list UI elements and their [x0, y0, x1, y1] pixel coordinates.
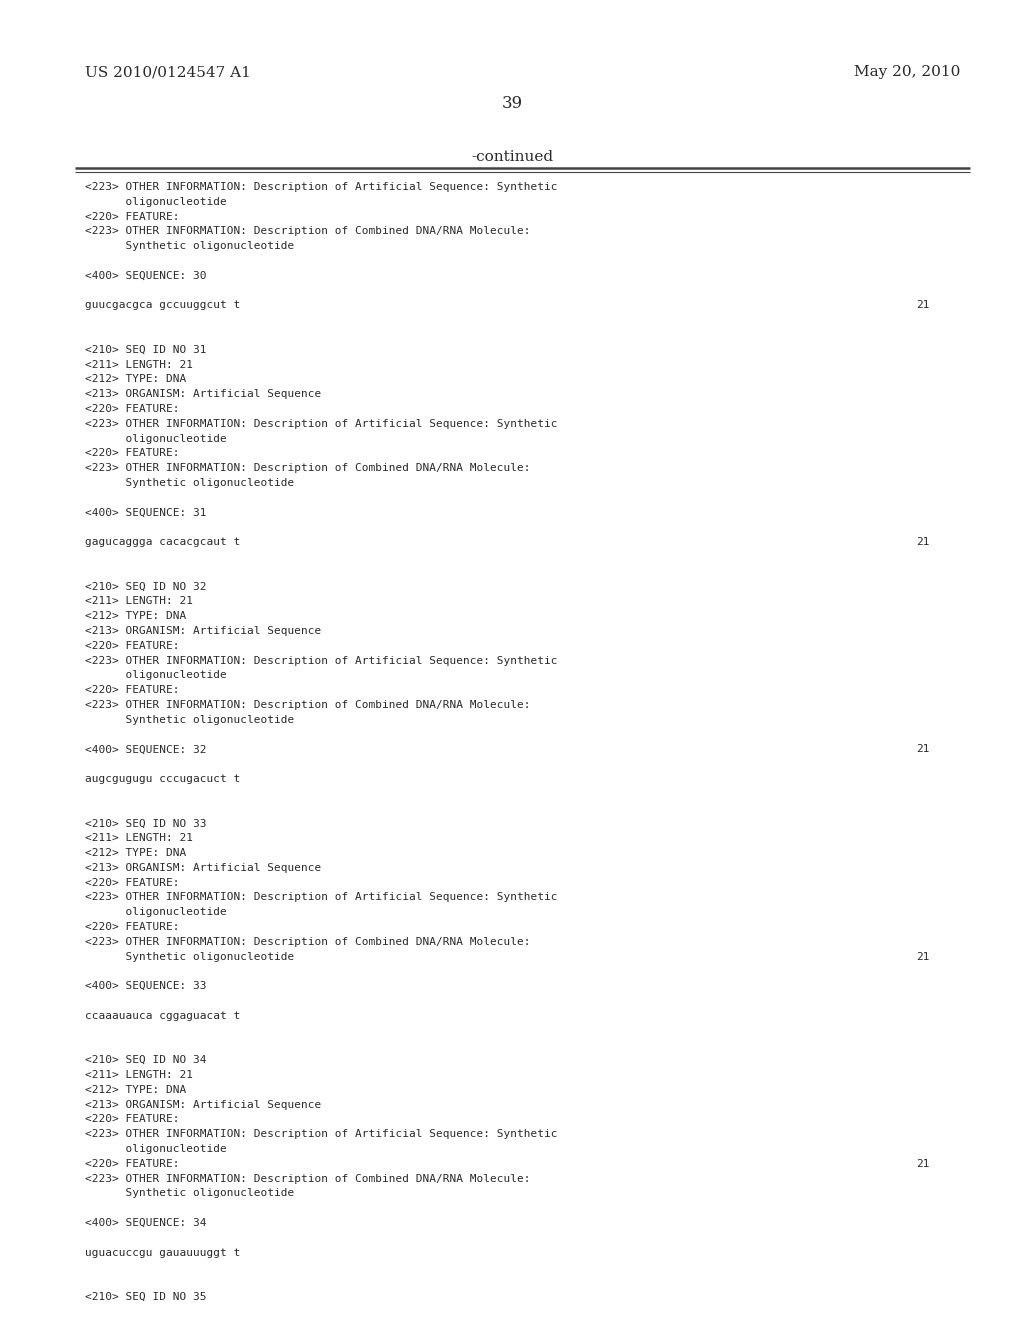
Text: <220> FEATURE:: <220> FEATURE:	[85, 1159, 179, 1168]
Text: gagucaggga cacacgcaut t: gagucaggga cacacgcaut t	[85, 537, 241, 548]
Text: 21: 21	[916, 744, 930, 755]
Text: <223> OTHER INFORMATION: Description of Artificial Sequence: Synthetic: <223> OTHER INFORMATION: Description of …	[85, 418, 557, 429]
Text: oligonucleotide: oligonucleotide	[85, 671, 226, 680]
Text: oligonucleotide: oligonucleotide	[85, 197, 226, 207]
Text: <223> OTHER INFORMATION: Description of Combined DNA/RNA Molecule:: <223> OTHER INFORMATION: Description of …	[85, 227, 530, 236]
Text: -continued: -continued	[471, 150, 553, 164]
Text: <210> SEQ ID NO 32: <210> SEQ ID NO 32	[85, 582, 207, 591]
Text: <213> ORGANISM: Artificial Sequence: <213> ORGANISM: Artificial Sequence	[85, 389, 322, 399]
Text: 39: 39	[502, 95, 522, 112]
Text: <213> ORGANISM: Artificial Sequence: <213> ORGANISM: Artificial Sequence	[85, 863, 322, 873]
Text: <220> FEATURE:: <220> FEATURE:	[85, 404, 179, 414]
Text: <400> SEQUENCE: 34: <400> SEQUENCE: 34	[85, 1218, 207, 1228]
Text: <220> FEATURE:: <220> FEATURE:	[85, 1114, 179, 1125]
Text: <211> LENGTH: 21: <211> LENGTH: 21	[85, 1071, 193, 1080]
Text: <223> OTHER INFORMATION: Description of Artificial Sequence: Synthetic: <223> OTHER INFORMATION: Description of …	[85, 182, 557, 191]
Text: <223> OTHER INFORMATION: Description of Combined DNA/RNA Molecule:: <223> OTHER INFORMATION: Description of …	[85, 1173, 530, 1184]
Text: <223> OTHER INFORMATION: Description of Artificial Sequence: Synthetic: <223> OTHER INFORMATION: Description of …	[85, 656, 557, 665]
Text: Synthetic oligonucleotide: Synthetic oligonucleotide	[85, 478, 294, 488]
Text: <212> TYPE: DNA: <212> TYPE: DNA	[85, 847, 186, 858]
Text: Synthetic oligonucleotide: Synthetic oligonucleotide	[85, 952, 294, 961]
Text: <223> OTHER INFORMATION: Description of Combined DNA/RNA Molecule:: <223> OTHER INFORMATION: Description of …	[85, 700, 530, 710]
Text: 21: 21	[916, 537, 930, 548]
Text: <400> SEQUENCE: 33: <400> SEQUENCE: 33	[85, 981, 207, 991]
Text: <212> TYPE: DNA: <212> TYPE: DNA	[85, 1085, 186, 1094]
Text: <223> OTHER INFORMATION: Description of Combined DNA/RNA Molecule:: <223> OTHER INFORMATION: Description of …	[85, 937, 530, 946]
Text: <210> SEQ ID NO 31: <210> SEQ ID NO 31	[85, 345, 207, 355]
Text: augcgugugu cccugacuct t: augcgugugu cccugacuct t	[85, 774, 241, 784]
Text: <220> FEATURE:: <220> FEATURE:	[85, 921, 179, 932]
Text: <212> TYPE: DNA: <212> TYPE: DNA	[85, 611, 186, 622]
Text: Synthetic oligonucleotide: Synthetic oligonucleotide	[85, 1188, 294, 1199]
Text: ccaaauauca cggaguacat t: ccaaauauca cggaguacat t	[85, 1011, 241, 1020]
Text: guucgacgca gccuuggcut t: guucgacgca gccuuggcut t	[85, 301, 241, 310]
Text: Synthetic oligonucleotide: Synthetic oligonucleotide	[85, 242, 294, 251]
Text: <210> SEQ ID NO 33: <210> SEQ ID NO 33	[85, 818, 207, 829]
Text: <211> LENGTH: 21: <211> LENGTH: 21	[85, 597, 193, 606]
Text: oligonucleotide: oligonucleotide	[85, 907, 226, 917]
Text: US 2010/0124547 A1: US 2010/0124547 A1	[85, 65, 251, 79]
Text: <400> SEQUENCE: 30: <400> SEQUENCE: 30	[85, 271, 207, 281]
Text: oligonucleotide: oligonucleotide	[85, 1144, 226, 1154]
Text: oligonucleotide: oligonucleotide	[85, 433, 226, 444]
Text: <220> FEATURE:: <220> FEATURE:	[85, 449, 179, 458]
Text: <400> SEQUENCE: 31: <400> SEQUENCE: 31	[85, 508, 207, 517]
Text: <220> FEATURE:: <220> FEATURE:	[85, 640, 179, 651]
Text: <220> FEATURE:: <220> FEATURE:	[85, 878, 179, 887]
Text: 21: 21	[916, 1159, 930, 1168]
Text: <210> SEQ ID NO 35: <210> SEQ ID NO 35	[85, 1292, 207, 1302]
Text: <212> TYPE: DNA: <212> TYPE: DNA	[85, 375, 186, 384]
Text: <211> LENGTH: 21: <211> LENGTH: 21	[85, 359, 193, 370]
Text: <220> FEATURE:: <220> FEATURE:	[85, 685, 179, 696]
Text: <211> LENGTH: 21: <211> LENGTH: 21	[85, 833, 193, 843]
Text: uguacuccgu gauauuuggt t: uguacuccgu gauauuuggt t	[85, 1247, 241, 1258]
Text: <210> SEQ ID NO 34: <210> SEQ ID NO 34	[85, 1055, 207, 1065]
Text: <223> OTHER INFORMATION: Description of Combined DNA/RNA Molecule:: <223> OTHER INFORMATION: Description of …	[85, 463, 530, 473]
Text: 21: 21	[916, 952, 930, 961]
Text: <213> ORGANISM: Artificial Sequence: <213> ORGANISM: Artificial Sequence	[85, 1100, 322, 1110]
Text: May 20, 2010: May 20, 2010	[854, 65, 961, 79]
Text: 21: 21	[916, 301, 930, 310]
Text: <213> ORGANISM: Artificial Sequence: <213> ORGANISM: Artificial Sequence	[85, 626, 322, 636]
Text: <400> SEQUENCE: 32: <400> SEQUENCE: 32	[85, 744, 207, 755]
Text: Synthetic oligonucleotide: Synthetic oligonucleotide	[85, 715, 294, 725]
Text: <223> OTHER INFORMATION: Description of Artificial Sequence: Synthetic: <223> OTHER INFORMATION: Description of …	[85, 1129, 557, 1139]
Text: <220> FEATURE:: <220> FEATURE:	[85, 211, 179, 222]
Text: <223> OTHER INFORMATION: Description of Artificial Sequence: Synthetic: <223> OTHER INFORMATION: Description of …	[85, 892, 557, 903]
